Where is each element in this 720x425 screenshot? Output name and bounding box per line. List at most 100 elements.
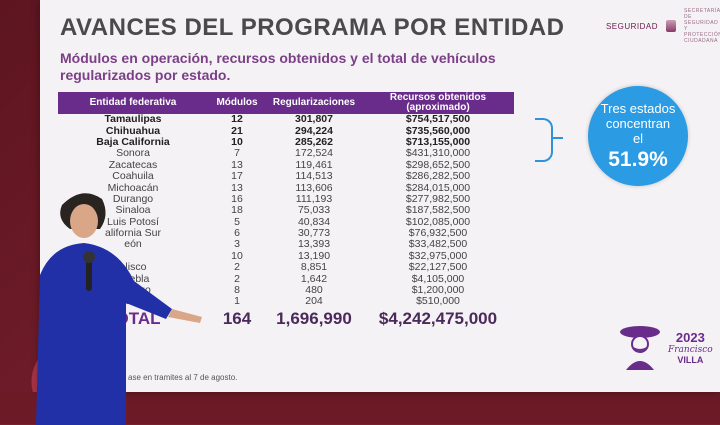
col-modules: Módulos [208,92,266,114]
cell-entity: Sonora [116,147,150,160]
cell-regularizations: 1,642 [300,272,328,285]
page-subtitle: Módulos en operación, recursos obtenidos… [60,50,496,83]
cell-modules: 13 [231,158,243,171]
cell-entity: Coahuila [112,170,154,183]
page-title: AVANCES DEL PROGRAMA POR ENTIDAD [60,14,565,41]
presentation-screen: SEGURIDAD SECRETARÍA DE SEGURIDAD Y PROT… [40,0,720,392]
org-logo: SEGURIDAD SECRETARÍA DE SEGURIDAD Y PROT… [605,8,720,44]
cell-modules: 10 [231,249,243,262]
cell-resources: $33,482,500 [408,238,468,251]
cell-modules: 12 [231,113,243,126]
cell-regularizations: 294,224 [295,124,333,137]
table-row: Chihuahua 21 294,224 $735,560,000 [58,125,514,136]
footnote: ase en tramites al 7 de agosto. [128,373,238,382]
entity-table: Entidad federativa Módulos Regularizacio… [58,92,514,330]
cell-modules: 6 [234,227,240,240]
cell-entity: Michoacán [107,181,159,194]
cell-modules: 2 [234,272,240,285]
table-row: 10 13,190 $32,975,000 [58,249,514,262]
event-name-1: Francisco [668,345,713,355]
table-row: Coahuila 17 114,513 $286,282,500 [58,170,514,183]
col-regularizations: Regularizaciones [266,92,362,114]
table-row: Sinaloa 18 75,033 $187,582,500 [58,205,514,216]
total-modules: 164 [222,309,252,329]
cell-modules: 3 [234,238,240,251]
callout-bubble: Tres estados concentran el 51.9% [588,86,688,186]
total-resources: $4,242,475,000 [378,309,498,329]
cell-entity: Sinaloa [115,204,151,217]
cell-entity: Baja California [96,135,170,148]
callout-percent: 51.9% [608,147,668,171]
org-label: SEGURIDAD [605,21,658,31]
cell-entity: Durango [112,192,154,205]
cell-entity: Puebla [116,272,150,285]
event-branding: 2023 Francisco VILLA [668,330,713,365]
cell-modules: 13 [231,181,243,194]
cell-resources: $102,085,000 [405,215,471,228]
cell-entity: Chihuahua [105,124,161,137]
table-row: alisco 2 8,851 $22,127,500 [58,262,514,273]
speaker-figure [36,193,202,425]
cell-regularizations: 13,393 [297,238,331,251]
table-row: Sonora 7 172,524 $431,310,000 [58,148,514,159]
cell-regularizations: 285,262 [295,135,333,148]
cell-resources: $713,155,000 [405,135,471,148]
cell-modules: 16 [231,192,243,205]
cell-modules: 21 [231,124,243,137]
cell-resources: $284,015,000 [405,181,471,194]
cell-regularizations: 114,513 [295,170,333,183]
col-resources: Recursos obtenidos (aproximado) [362,92,514,114]
table-row: eón 3 13,393 $33,482,500 [58,239,514,250]
table-header-row: Entidad federativa Módulos Regularizacio… [58,92,514,114]
table-row: Zacatecas 13 119,461 $298,652,500 [58,158,514,171]
cell-regularizations: 40,834 [297,215,331,228]
cell-regularizations: 13,190 [297,249,331,262]
cell-modules: 10 [231,135,243,148]
cell-entity: Luis Potosí [107,215,159,228]
cell-modules: 17 [231,170,243,183]
villa-portrait-icon [620,326,660,370]
org-sub-label: SECRETARÍA DE SEGURIDAD Y PROTECCIÓN CIU… [684,8,720,44]
cell-resources: $187,582,500 [405,204,471,217]
cell-modules: 8 [234,284,240,297]
cell-resources: $754,517,500 [405,113,471,126]
cell-resources: $277,982,500 [405,192,471,205]
bracket-tip [551,137,563,139]
cell-regularizations: 172,524 [295,147,333,160]
cell-modules: 7 [234,147,240,160]
cell-regularizations: 75,033 [297,204,331,217]
cell-resources: $298,652,500 [405,158,471,171]
cell-entity: alifornia Sur [104,227,162,240]
table-row: Michoacán 13 113,606 $284,015,000 [58,182,514,193]
event-year: 2023 [675,330,705,345]
cell-resources: $76,932,500 [408,227,468,240]
cell-regularizations: 301,807 [295,113,333,126]
table-row: Durango 16 111,193 $277,982,500 [58,192,514,205]
cell-entity: eón [124,238,142,251]
cell-modules: 2 [234,261,240,274]
cell-regularizations: 119,461 [295,158,333,171]
table-row: Puebla 2 1,642 $4,105,000 [58,273,514,284]
cell-resources: $735,560,000 [405,124,471,137]
table-row: Baja California 10 285,262 $713,155,000 [58,135,514,148]
callout-text: Tres estados concentran el [600,100,676,146]
cell-regularizations: 480 [305,284,323,297]
cell-regularizations: 204 [305,295,323,308]
cell-resources: $510,000 [416,295,460,308]
cell-regularizations: 113,606 [295,181,333,194]
table-row: Tamaulipas 12 301,807 $754,517,500 [58,113,514,126]
total-regularizations: 1,696,990 [276,309,352,329]
cell-modules: 18 [231,204,243,217]
cell-regularizations: 111,193 [295,192,333,205]
cell-entity: Zacatecas [108,158,158,171]
cell-modules: 5 [234,215,240,228]
bracket-marker [535,118,553,162]
event-name-2: VILLA [677,355,704,365]
cell-resources: $286,282,500 [405,170,471,183]
table-row: Luis Potosí 5 40,834 $102,085,000 [58,215,514,228]
table-row: alifornia Sur 6 30,773 $76,932,500 [58,227,514,240]
cell-resources: $22,127,500 [408,261,468,274]
cell-regularizations: 8,851 [300,261,328,274]
cell-resources: $32,975,000 [408,249,468,262]
col-entity: Entidad federativa [58,92,208,114]
